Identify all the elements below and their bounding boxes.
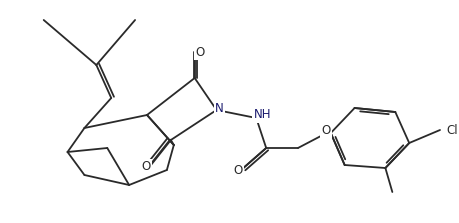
Text: O: O — [195, 45, 204, 58]
Text: NH: NH — [253, 109, 270, 122]
Text: O: O — [233, 165, 242, 178]
Text: N: N — [215, 101, 224, 114]
Text: O: O — [141, 161, 150, 173]
Text: O: O — [320, 124, 330, 136]
Text: Cl: Cl — [445, 124, 457, 136]
